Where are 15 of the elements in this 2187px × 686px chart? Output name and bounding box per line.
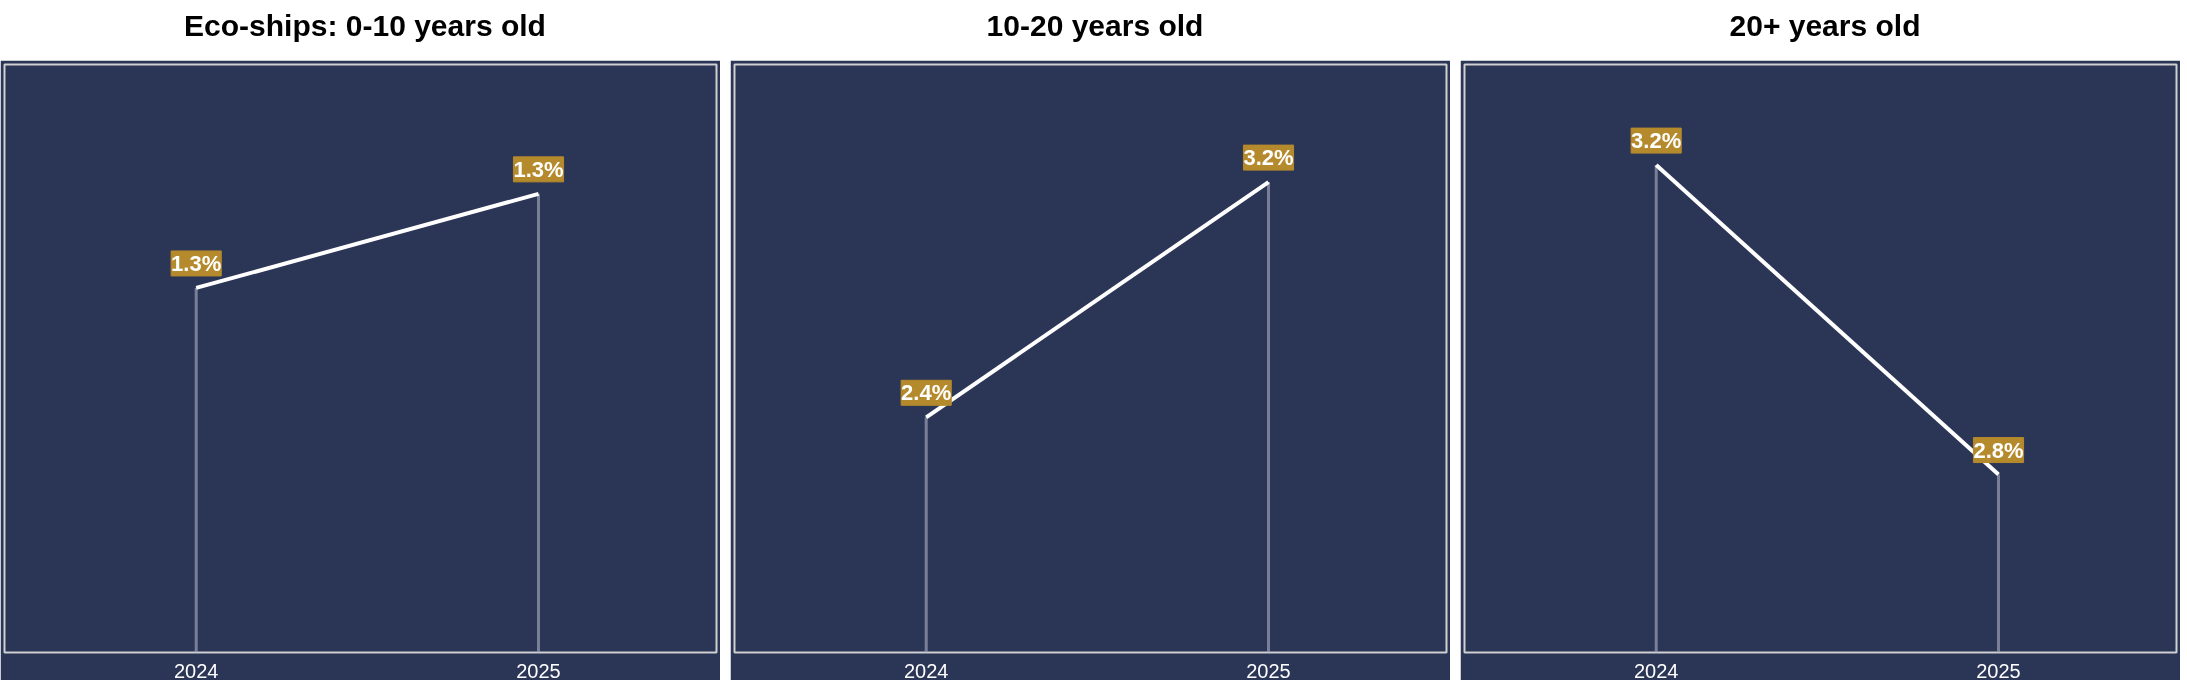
x-tick-label: 2025 xyxy=(1976,659,2021,682)
data-label: 2.4% xyxy=(901,380,952,406)
x-tick-label: 2024 xyxy=(903,659,949,682)
x-tick-label: 2024 xyxy=(1633,659,1679,682)
x-tick-label: 2024 xyxy=(173,659,219,682)
chart-title: 10-20 years old xyxy=(986,8,1204,44)
x-tick-label: 2025 xyxy=(516,659,561,682)
chart-title: 20+ years old xyxy=(1729,8,1921,44)
data-label: 1.3% xyxy=(171,250,222,276)
data-label: 2.8% xyxy=(1973,437,2024,463)
data-label: 1.3% xyxy=(513,156,564,182)
chart-title: Eco-ships: 0-10 years old xyxy=(184,8,546,44)
data-label: 3.2% xyxy=(1631,128,1682,154)
data-label: 3.2% xyxy=(1243,145,1294,171)
x-tick-label: 2025 xyxy=(1246,659,1291,682)
